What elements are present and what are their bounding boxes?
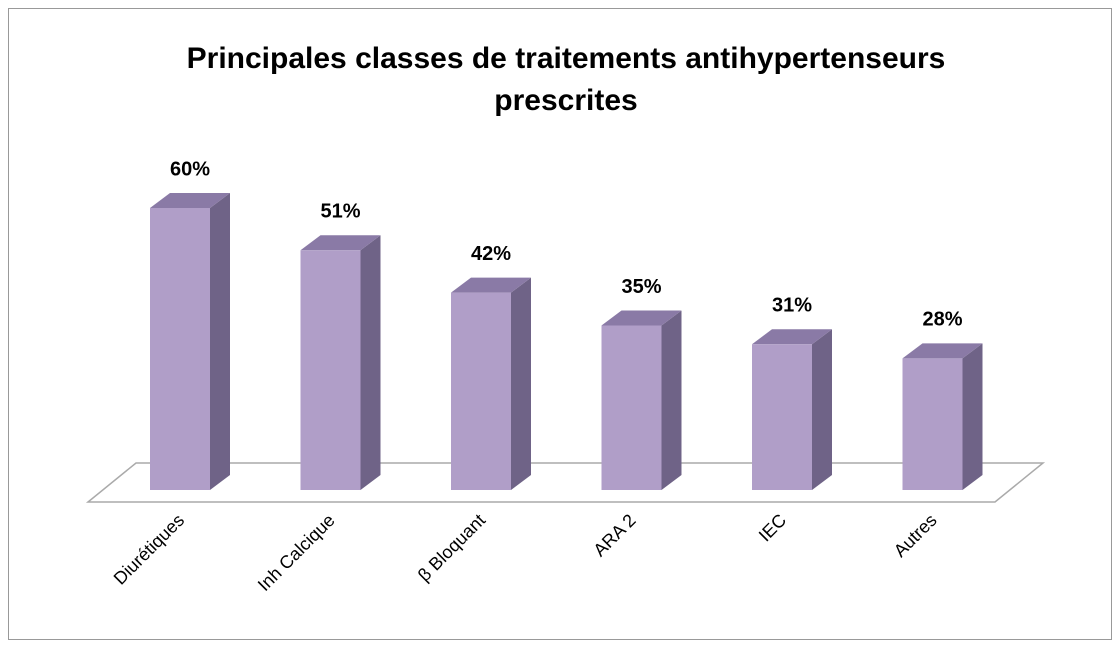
value-label: 51% — [320, 201, 360, 223]
value-label: 35% — [621, 276, 661, 298]
chart-title: prescrites — [494, 84, 637, 117]
bar-side — [661, 310, 682, 490]
bar — [902, 358, 963, 490]
value-label: 31% — [772, 295, 812, 317]
value-label: 28% — [922, 309, 962, 331]
value-label: 60% — [170, 158, 210, 180]
bar-top — [300, 235, 381, 251]
bar-side — [962, 343, 983, 490]
bar — [300, 250, 361, 490]
bar — [150, 208, 210, 490]
bar — [451, 292, 511, 490]
bar — [601, 325, 662, 490]
bar — [752, 344, 812, 490]
bar-side — [511, 277, 531, 490]
bar-top — [150, 193, 230, 208]
bar-top — [902, 343, 983, 359]
bar-top — [451, 277, 531, 293]
bar-side — [210, 193, 230, 490]
bar-side — [812, 329, 832, 490]
bar-side — [360, 235, 381, 490]
bar-top — [601, 310, 682, 326]
value-label: 42% — [471, 243, 511, 265]
chart-title: Principales classes de traitements antih… — [187, 42, 946, 75]
floor — [85, 462, 1046, 503]
bar-top — [752, 329, 832, 345]
